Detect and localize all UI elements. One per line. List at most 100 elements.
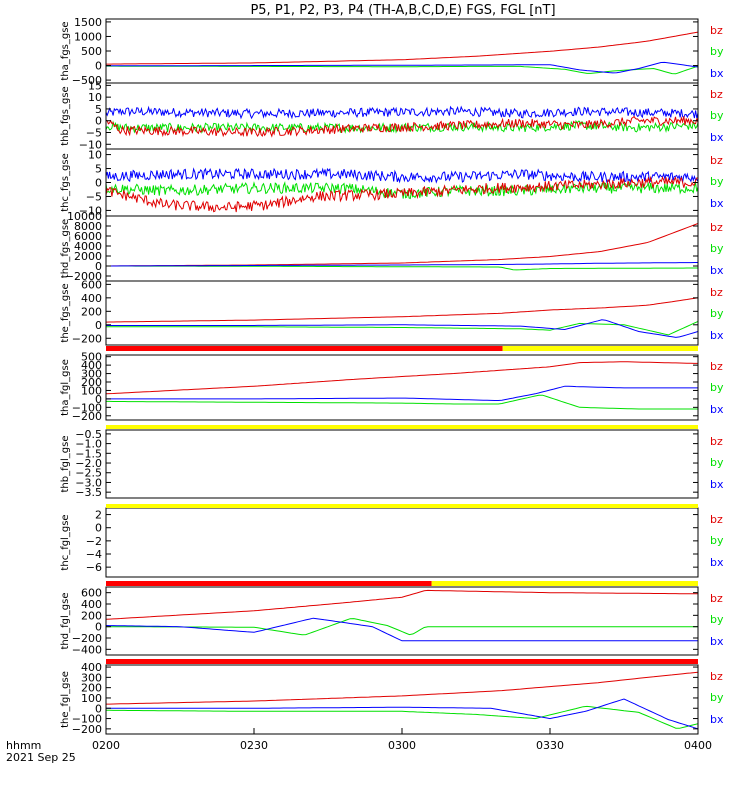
x-tick-label: 0230 xyxy=(240,739,268,752)
series-by-line xyxy=(106,705,698,729)
y-tick-label: 600 xyxy=(81,278,102,291)
y-tick-label: 400 xyxy=(81,292,102,305)
time-axis-date: 2021 Sep 25 xyxy=(6,751,76,764)
series-by-line xyxy=(106,119,698,134)
panel-frame xyxy=(105,82,699,150)
y-tick-label: −6 xyxy=(86,561,102,574)
legend-by: by xyxy=(710,109,724,122)
panel-frame xyxy=(105,148,699,217)
series-by-line xyxy=(106,394,698,410)
legend-bz: bz xyxy=(710,670,723,683)
y-tick-label: 10 xyxy=(88,91,102,104)
y-tick-label: 5 xyxy=(95,163,102,176)
legend-by: by xyxy=(710,45,724,58)
y-tick-label: −10 xyxy=(79,204,102,217)
y-axis-label: thd_fgl_gse xyxy=(60,593,71,650)
legend-bz: bz xyxy=(710,435,723,448)
series-bz-line xyxy=(106,223,698,267)
series-bz-line xyxy=(106,361,698,395)
y-tick-label: 600 xyxy=(81,587,102,600)
y-tick-label: 0 xyxy=(95,60,102,73)
legend-bz: bz xyxy=(710,221,723,234)
time-axis-label: hhmm xyxy=(6,739,41,752)
y-tick-label: 6000 xyxy=(74,230,102,243)
y-tick-label: 5 xyxy=(95,103,102,116)
panel-thc_fgl_gse: 20−2−4−6 thc_fgl_gse bz by bx xyxy=(60,507,724,578)
legend-bz: bz xyxy=(710,592,723,605)
panel-frame xyxy=(105,18,699,84)
series-bx-line xyxy=(106,262,698,267)
y-tick-label: −200 xyxy=(72,332,102,345)
y-tick-label: −2000 xyxy=(65,270,102,283)
legend-bz: bz xyxy=(710,360,723,373)
mode-bar-segment xyxy=(431,581,698,586)
y-tick-label: −2 xyxy=(86,535,102,548)
legend-bz: bz xyxy=(710,286,723,299)
series-bx-line xyxy=(106,385,698,401)
legend-bx: bx xyxy=(710,403,724,416)
y-tick-label: −10 xyxy=(79,138,102,151)
series-by-line xyxy=(106,265,698,271)
y-axis-label: the_fgs_gse xyxy=(60,283,71,342)
legend-bx: bx xyxy=(710,635,724,648)
y-tick-label: 0 xyxy=(95,621,102,634)
panel-frame xyxy=(105,354,699,421)
legend-by: by xyxy=(710,307,724,320)
series-by-line xyxy=(106,320,698,336)
y-tick-label: 100 xyxy=(81,692,102,705)
y-tick-label: 2 xyxy=(95,509,102,522)
y-tick-label: −2.5 xyxy=(75,467,102,480)
mode-bar-segment xyxy=(106,504,698,508)
series-bz-line xyxy=(106,589,698,620)
series-by-line xyxy=(106,65,698,75)
series-bx-line xyxy=(106,698,698,730)
panel-frame xyxy=(105,664,699,735)
panel-frame xyxy=(105,586,699,656)
y-tick-label: −4 xyxy=(86,548,102,561)
panel-frame xyxy=(105,429,699,499)
y-tick-label: 0 xyxy=(95,115,102,128)
y-tick-label: 0 xyxy=(95,177,102,190)
chart-title: P5, P1, P2, P3, P4 (TH-A,B,C,D,E) FGS, F… xyxy=(250,3,555,18)
series-bx-line xyxy=(106,319,698,338)
y-axis-label: thb_fgs_gse xyxy=(60,86,71,145)
legend-bz: bz xyxy=(710,24,723,37)
legend-bx: bx xyxy=(710,478,724,491)
y-tick-label: 1000 xyxy=(74,30,102,43)
x-tick-label: 0330 xyxy=(536,739,564,752)
mode-bar-segment xyxy=(106,659,698,664)
y-tick-label: −200 xyxy=(72,723,102,736)
y-tick-label: −500 xyxy=(72,74,102,87)
series-bx-line xyxy=(106,167,698,184)
panel-frame xyxy=(105,215,699,282)
y-tick-label: 4000 xyxy=(74,240,102,253)
y-tick-label: 400 xyxy=(81,359,102,372)
legend-by: by xyxy=(710,691,724,704)
y-tick-label: −100 xyxy=(72,713,102,726)
legend-bx: bx xyxy=(710,264,724,277)
legend-by: by xyxy=(710,242,724,255)
y-tick-label: 1500 xyxy=(74,16,102,29)
y-tick-label: −400 xyxy=(72,643,102,656)
y-tick-label: −5 xyxy=(86,127,102,140)
legend-bx: bx xyxy=(710,197,724,210)
y-tick-label: 200 xyxy=(81,376,102,389)
legend-by: by xyxy=(710,456,724,469)
legend-by: by xyxy=(710,381,724,394)
y-tick-label: 400 xyxy=(81,661,102,674)
panel-frame xyxy=(105,507,699,578)
y-tick-label: 15 xyxy=(88,79,102,92)
panel-frame xyxy=(105,280,699,346)
y-tick-label: 400 xyxy=(81,598,102,611)
series-bx-line xyxy=(106,61,698,74)
y-axis-label: thd_fgs_gse xyxy=(60,219,71,278)
y-axis-label: tha_fgs_gse xyxy=(60,21,71,80)
